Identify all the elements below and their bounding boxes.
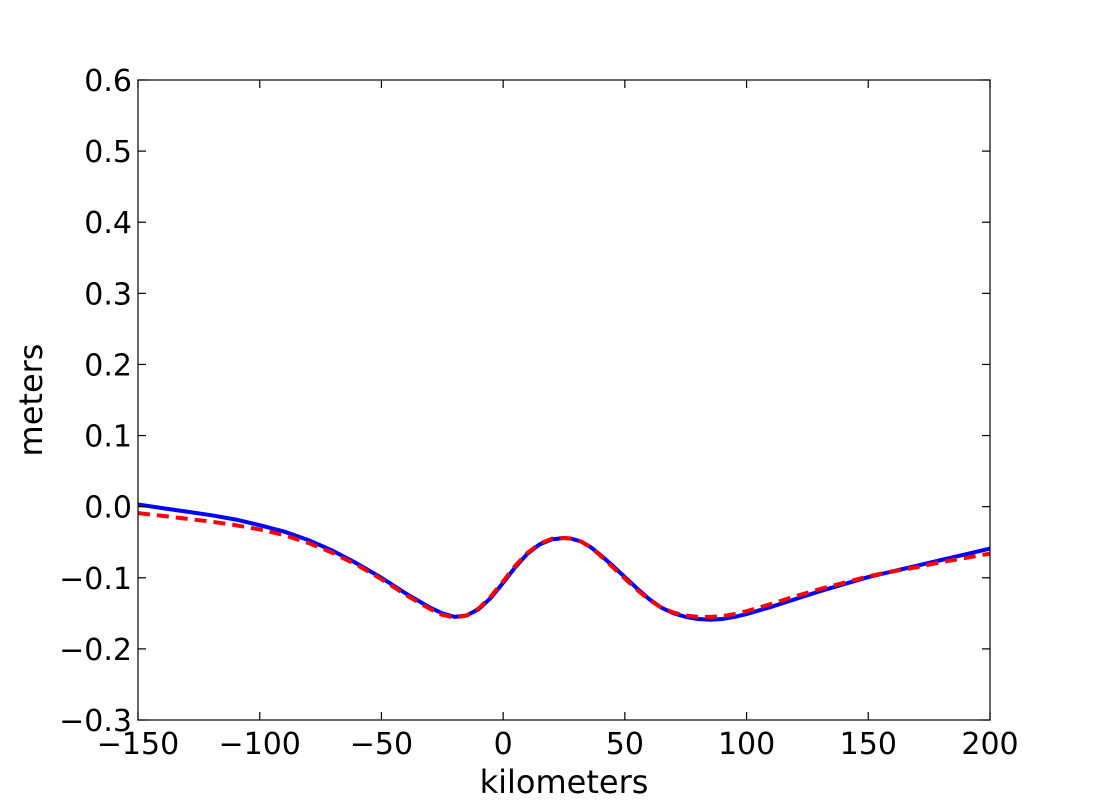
x-tick-label: 200 (961, 727, 1018, 762)
x-axis-label: kilometers (480, 763, 649, 800)
y-tick-label: −0.3 (59, 704, 132, 739)
y-axis-label: meters (12, 344, 50, 457)
series-layer (138, 502, 990, 622)
x-tick-label: 0 (494, 727, 513, 762)
y-tick-label: 0.0 (84, 491, 132, 526)
y-tick-label: 0.1 (84, 420, 132, 455)
y-tick-label: 0.6 (84, 64, 132, 99)
tick-layer: −150 −100 −50 0 50 100 150 200 −0.3 −0.2 −0.1 0.0 0.… (59, 64, 1018, 762)
y-tick-label: 0.5 (84, 135, 132, 170)
x-tick-label: −100 (219, 727, 301, 762)
x-tick-label: 150 (840, 727, 897, 762)
y-tick-label: 0.4 (84, 206, 132, 241)
x-tick-label: −150 (97, 727, 179, 762)
x-tick-label: −50 (350, 727, 413, 762)
x-tick-label: 50 (606, 727, 644, 762)
x-tick-label: 100 (718, 727, 775, 762)
plot-frame (137, 79, 991, 721)
series-line-1 (138, 502, 990, 622)
y-tick-label: 0.3 (84, 277, 132, 312)
y-tick-label: −0.1 (59, 562, 132, 597)
y-tick-label: −0.2 (59, 633, 132, 668)
y-tick-label: 0.2 (84, 348, 132, 383)
